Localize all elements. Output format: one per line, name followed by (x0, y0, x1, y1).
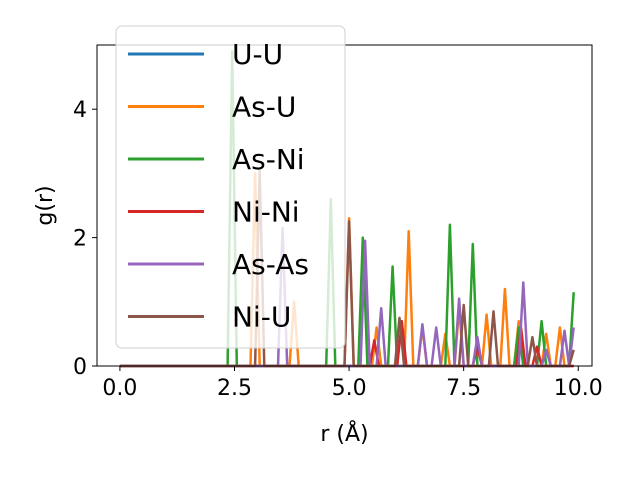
y-tick-label: 0 (73, 355, 87, 380)
legend-label: As-Ni (232, 143, 305, 176)
y-axis-label: g(r) (33, 185, 58, 225)
y-tick-label: 4 (73, 98, 87, 123)
legend-label: U-U (232, 38, 283, 71)
legend: U-U As-U As-Ni Ni-Ni As-As Ni-U (115, 25, 346, 349)
legend-label: Ni-U (232, 301, 291, 334)
y-tick-label: 2 (73, 227, 87, 252)
legend-label: As-As (232, 248, 309, 281)
x-axis-ticks: 0.0 2.5 5.0 7.5 10.0 (102, 366, 603, 401)
x-tick-label: 7.5 (446, 376, 481, 401)
legend-label: As-U (232, 91, 296, 124)
x-tick-label: 0.0 (102, 376, 137, 401)
legend-box (115, 25, 346, 349)
x-tick-label: 5.0 (332, 376, 367, 401)
x-tick-label: 10.0 (554, 376, 603, 401)
x-axis-label: r (Å) (320, 420, 368, 447)
y-axis-ticks: 0 2 4 (73, 98, 97, 380)
legend-label: Ni-Ni (232, 196, 300, 229)
x-tick-label: 2.5 (217, 376, 252, 401)
